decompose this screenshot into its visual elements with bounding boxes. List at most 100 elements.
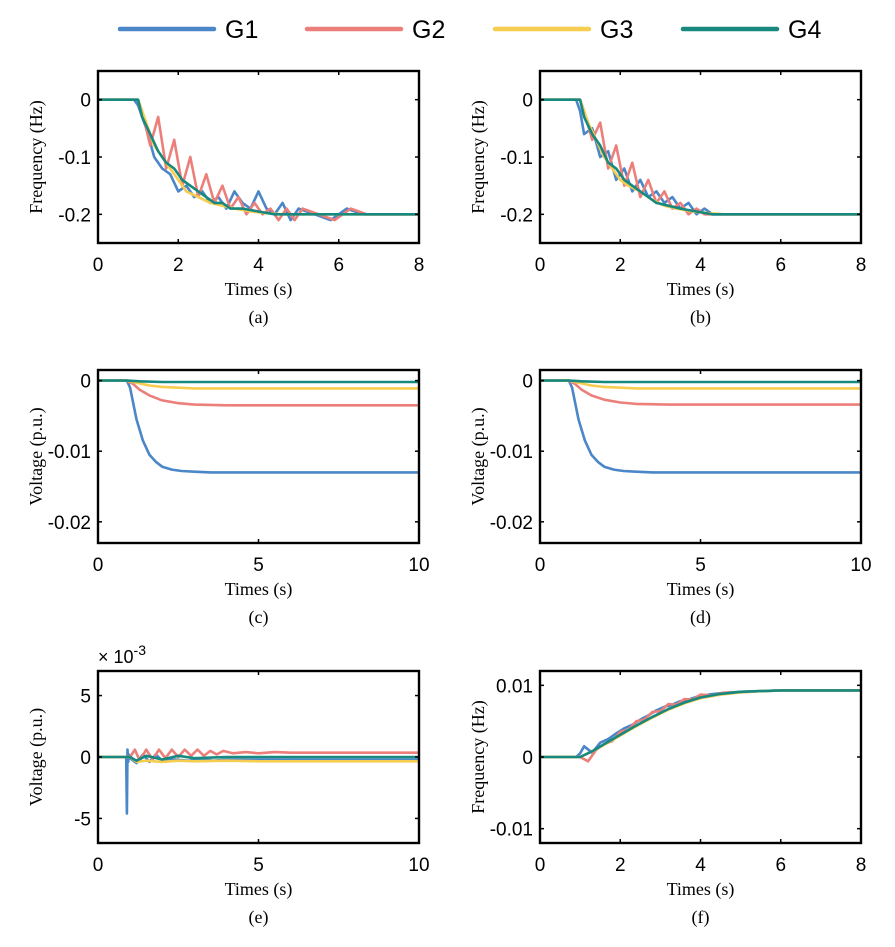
x-tick-label-f: 2 <box>615 855 626 876</box>
series-line-b-g1 <box>540 98 861 216</box>
x-tick-label-d: 10 <box>850 555 871 576</box>
x-tick-label-e: 0 <box>93 855 104 876</box>
legend-label-g1: G1 <box>225 16 258 44</box>
caption-d: (d) <box>690 607 711 628</box>
series-line-e-g1 <box>98 748 419 815</box>
x-tick-label-e: 10 <box>408 855 429 876</box>
series-group-f <box>540 689 861 763</box>
series-line-f-g4 <box>540 689 861 759</box>
legend-label-g2: G2 <box>412 16 445 44</box>
caption-b: (b) <box>690 307 711 328</box>
x-axis-label-e: Times (s) <box>225 879 293 900</box>
axes-frame-a <box>96 69 421 245</box>
y-tick-label-b: -0.1 <box>500 148 533 169</box>
x-axis-label-b: Times (s) <box>667 279 735 300</box>
y-axis-label-e: Voltage (p.u.) <box>26 708 47 806</box>
x-axis-label-d: Times (s) <box>667 579 735 600</box>
y-tick-label-c: 0 <box>80 372 91 393</box>
series-line-e-g2 <box>98 748 419 762</box>
legend: G1 G2 G3 G4 <box>117 16 821 44</box>
y-tick-label-f: 0 <box>522 748 533 769</box>
y-axis-label-a: Frequency (Hz) <box>26 100 47 213</box>
series-line-a-g3 <box>98 98 419 216</box>
y-tick-label-e: 5 <box>80 687 91 708</box>
series-line-c-g2 <box>98 379 419 407</box>
series-line-e-g4 <box>98 754 419 762</box>
y-tick-label-b: -0.2 <box>500 205 533 226</box>
x-tick-label-b: 6 <box>775 255 786 276</box>
x-tick-label-c: 10 <box>408 555 429 576</box>
y-axis-label-c: Voltage (p.u.) <box>26 407 47 505</box>
y-tick-label-f: -0.01 <box>490 820 533 841</box>
x-axis-label-f: Times (s) <box>667 879 735 900</box>
series-line-c-g1 <box>98 379 419 474</box>
y-tick-label-c: -0.02 <box>48 513 91 534</box>
series-line-b-g3 <box>540 98 861 216</box>
y-tick-label-a: -0.2 <box>58 205 91 226</box>
series-group-c <box>98 379 419 474</box>
series-line-c-g4 <box>98 379 419 384</box>
x-axis-label-c: Times (s) <box>225 579 293 600</box>
panel-a: 0 2 4 6 8 0 -0.1 -0.2 Times (s) Frequency (Hz) (a) <box>26 69 425 328</box>
x-tick-label-b: 4 <box>695 255 706 276</box>
series-line-a-g1 <box>98 98 419 222</box>
x-tick-label-f: 6 <box>775 855 786 876</box>
panel-c: 0 5 10 0 -0.01 -0.02 Times (s) Voltage (p.u.) (c… <box>26 368 430 628</box>
x-tick-label-b: 0 <box>535 255 546 276</box>
caption-f: (f) <box>692 907 710 928</box>
y-tick-label-c: -0.01 <box>48 442 91 463</box>
y-tick-label-d: 0 <box>522 372 533 393</box>
y-tick-label-e: -5 <box>74 809 91 830</box>
series-line-f-g3 <box>540 689 861 759</box>
series-group-d <box>540 379 861 474</box>
series-group-a <box>98 98 419 222</box>
y-tick-label-a: 0 <box>80 91 91 112</box>
y-tick-label-f: 0.01 <box>496 676 533 697</box>
series-line-b-g4 <box>540 98 861 216</box>
series-line-d-g2 <box>540 379 861 406</box>
series-group-e <box>98 748 419 815</box>
panel-b: 0 2 4 6 8 0 -0.1 -0.2 Times (s) Frequency (Hz) (b) <box>468 69 867 328</box>
panel-e: 0 5 10 5 0 -5 Times (s) Voltage (p.u.) (e) × 10-3 <box>26 642 430 928</box>
series-line-f-g1 <box>540 689 861 759</box>
x-tick-label-f: 8 <box>856 855 867 876</box>
y-tick-label-d: -0.01 <box>490 442 533 463</box>
legend-label-g3: G3 <box>600 16 633 44</box>
x-tick-label-c: 5 <box>253 555 264 576</box>
x-tick-label-d: 0 <box>535 555 546 576</box>
axes-frame-c <box>96 368 421 545</box>
series-line-a-g4 <box>98 98 419 216</box>
series-line-a-g2 <box>98 98 419 222</box>
x-tick-label-a: 8 <box>414 255 425 276</box>
y-axis-label-f: Frequency (Hz) <box>468 700 489 813</box>
y-tick-label-e: 0 <box>80 748 91 769</box>
axes-frame-b <box>538 69 863 245</box>
caption-a: (a) <box>249 307 269 328</box>
x-tick-label-f: 0 <box>535 855 546 876</box>
panels: 0 2 4 6 8 0 -0.1 -0.2 Times (s) Frequency (Hz) (a)… <box>26 69 872 928</box>
x-tick-label-b: 2 <box>615 255 626 276</box>
y-axis-label-b: Frequency (Hz) <box>468 100 489 213</box>
x-tick-label-d: 5 <box>695 555 706 576</box>
x-tick-label-e: 5 <box>253 855 264 876</box>
x-axis-label-a: Times (s) <box>225 279 293 300</box>
series-group-b <box>540 98 861 216</box>
x-tick-label-a: 0 <box>93 255 104 276</box>
series-line-d-g4 <box>540 379 861 384</box>
series-line-d-g1 <box>540 379 861 474</box>
y-tick-label-b: 0 <box>522 91 533 112</box>
axis-scale-exponent-e: -3 <box>134 642 147 658</box>
panel-d: 0 5 10 0 -0.01 -0.02 Times (s) Voltage (p.u.) (d… <box>468 368 872 628</box>
x-tick-label-f: 4 <box>695 855 706 876</box>
x-tick-label-c: 0 <box>93 555 104 576</box>
y-tick-label-a: -0.1 <box>58 148 91 169</box>
x-tick-label-a: 2 <box>173 255 184 276</box>
x-tick-label-a: 6 <box>333 255 344 276</box>
x-tick-label-b: 8 <box>856 255 867 276</box>
y-tick-label-d: -0.02 <box>490 513 533 534</box>
axes-frame-d <box>538 368 863 545</box>
legend-label-g4: G4 <box>788 16 821 44</box>
x-tick-label-a: 4 <box>253 255 264 276</box>
